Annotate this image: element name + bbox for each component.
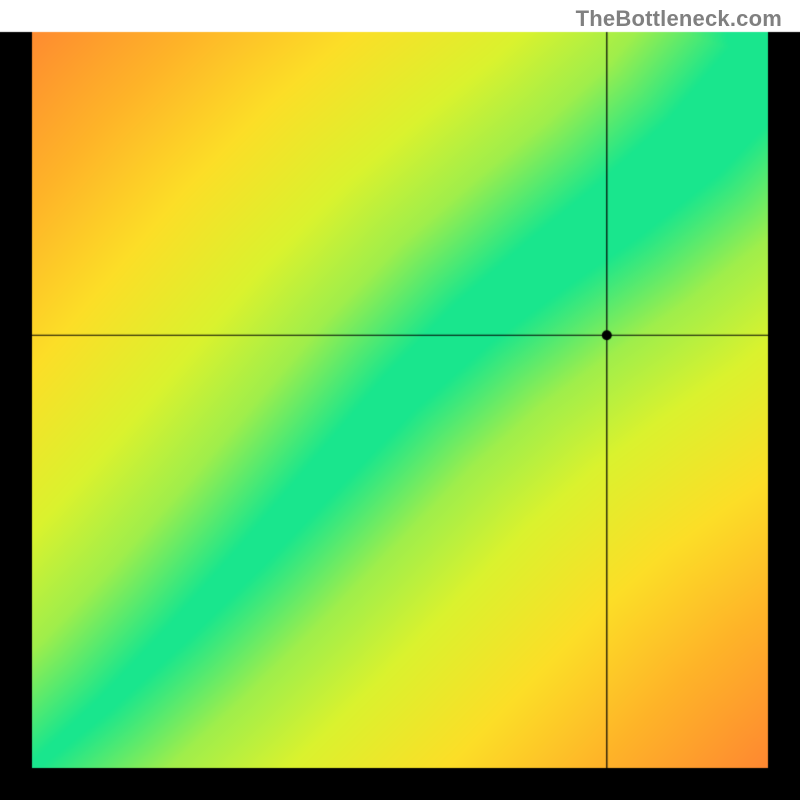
watermark-text: TheBottleneck.com — [576, 6, 782, 32]
heatmap-canvas — [0, 0, 800, 800]
chart-container: TheBottleneck.com — [0, 0, 800, 800]
